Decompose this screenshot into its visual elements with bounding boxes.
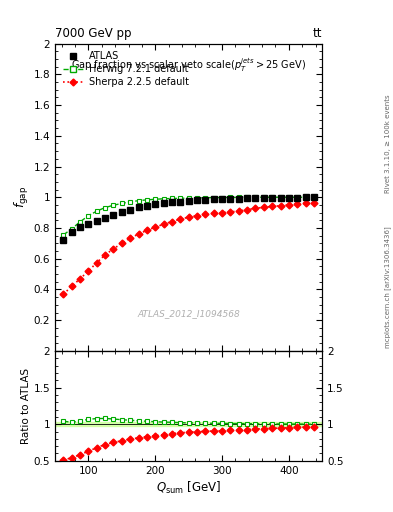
Bar xyxy=(55,422,322,426)
Y-axis label: $f_{\rm gap}$: $f_{\rm gap}$ xyxy=(13,186,31,208)
Y-axis label: Ratio to ATLAS: Ratio to ATLAS xyxy=(21,368,31,444)
Text: Rivet 3.1.10, ≥ 100k events: Rivet 3.1.10, ≥ 100k events xyxy=(385,94,391,193)
Text: tt: tt xyxy=(313,27,322,40)
Text: 7000 GeV pp: 7000 GeV pp xyxy=(55,27,132,40)
Text: Gap fraction vs scalar veto scale($p_T^{jets}>25$ GeV): Gap fraction vs scalar veto scale($p_T^{… xyxy=(71,56,306,74)
X-axis label: $Q_{\rm sum}$ [GeV]: $Q_{\rm sum}$ [GeV] xyxy=(156,480,221,496)
Text: mcplots.cern.ch [arXiv:1306.3436]: mcplots.cern.ch [arXiv:1306.3436] xyxy=(384,226,391,348)
Text: ATLAS_2012_I1094568: ATLAS_2012_I1094568 xyxy=(137,310,240,318)
Legend: ATLAS, Herwig 7.2.1 default, Sherpa 2.2.5 default: ATLAS, Herwig 7.2.1 default, Sherpa 2.2.… xyxy=(60,48,192,90)
